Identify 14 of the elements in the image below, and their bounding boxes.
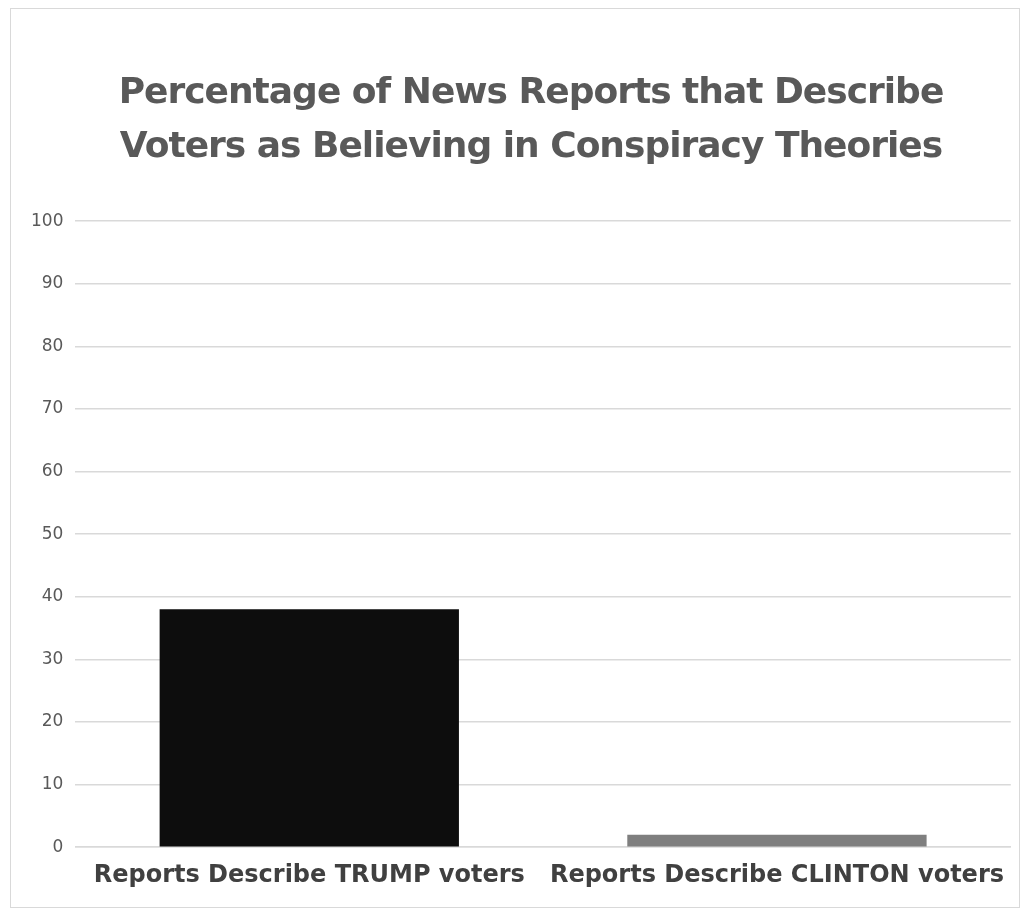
y-tick-label: 10 xyxy=(41,773,64,794)
y-tick-label: 90 xyxy=(41,272,64,293)
y-tick-label: 0 xyxy=(52,835,64,856)
y-tick-label: 20 xyxy=(41,710,64,731)
y-tick-label: 50 xyxy=(41,522,64,543)
y-tick-label: 40 xyxy=(41,585,64,606)
x-tick-label: Reports Describe TRUMP voters xyxy=(93,859,525,888)
y-tick-label: 80 xyxy=(41,334,64,355)
y-tick-label: 70 xyxy=(41,397,64,418)
y-tick-label: 100 xyxy=(30,209,64,230)
y-tick-label: 60 xyxy=(41,460,64,481)
x-tick-label: Reports Describe CLINTON voters xyxy=(549,859,1004,888)
y-tick-label: 30 xyxy=(41,647,64,668)
chart-title: Percentage of News Reports that Describe Voters as Believing in Conspiracy Theories xyxy=(117,69,945,167)
